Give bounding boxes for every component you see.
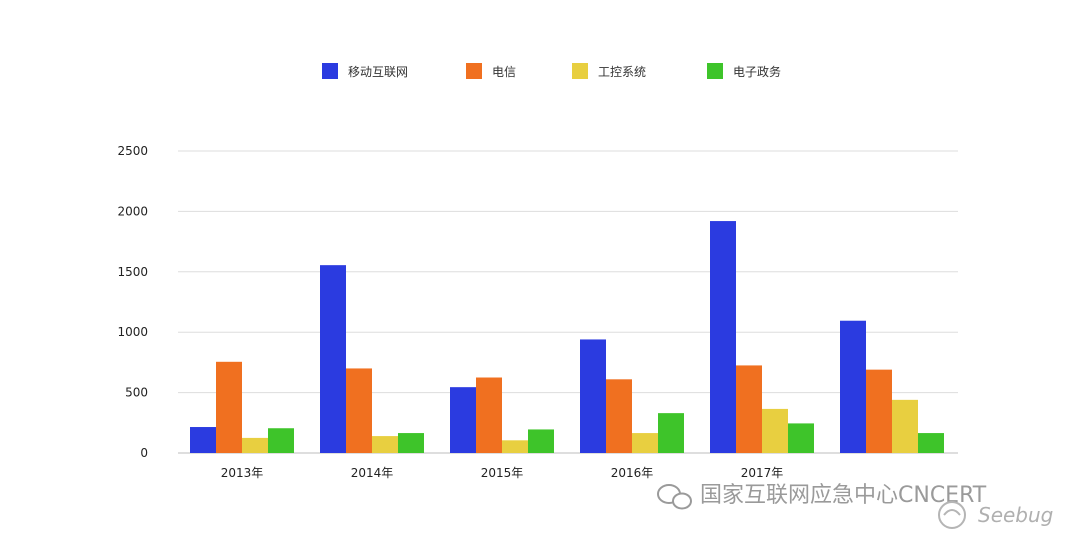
y-tick-label: 500 (125, 386, 148, 400)
bar (788, 423, 814, 453)
bar (268, 428, 294, 453)
bar (372, 436, 398, 453)
bar (736, 365, 762, 453)
bar (762, 408, 788, 453)
grid (178, 150, 958, 454)
legend-swatch (707, 63, 723, 79)
bar (580, 339, 606, 453)
watermark-text: 国家互联网应急中心CNCERT (700, 483, 987, 508)
bar (658, 413, 684, 453)
x-tick-label: 2016年 (611, 466, 654, 480)
legend-swatch (322, 63, 338, 79)
x-tick-label: 2014年 (351, 466, 394, 480)
y-tick-label: 1000 (117, 325, 148, 339)
bar (892, 399, 918, 453)
x-tick-label: 2017年 (741, 466, 784, 480)
bar (242, 437, 268, 453)
x-tick-label: 2015年 (481, 466, 524, 480)
legend-label: 电信 (492, 65, 516, 79)
legend-swatch (572, 63, 588, 79)
y-tick-label: 2500 (117, 144, 148, 158)
bar (190, 427, 216, 453)
bar (320, 265, 346, 453)
y-tick-label: 1500 (117, 265, 148, 279)
watermark-sub: Seebug (978, 503, 1053, 527)
bar (632, 433, 658, 453)
y-axis: 0 500 1000 1500 2000 2500 (117, 144, 148, 460)
x-tick-label: 2013年 (221, 466, 264, 480)
bar (398, 433, 424, 453)
bar (918, 433, 944, 453)
y-tick-label: 2000 (117, 204, 148, 218)
bar (450, 387, 476, 453)
legend-label: 电子政务 (733, 64, 781, 79)
x-axis: 2013年 2014年 2015年 2016年 2017年 (221, 466, 784, 480)
bars (190, 221, 944, 453)
y-tick-label: 0 (140, 446, 148, 460)
bar (528, 429, 554, 453)
watermark: 国家互联网应急中心CNCERT Seebug (657, 483, 1053, 529)
legend-label: 移动互联网 (348, 65, 408, 79)
legend-swatch (466, 63, 482, 79)
bar (216, 361, 242, 453)
legend-label: 工控系统 (598, 65, 646, 79)
bar (866, 369, 892, 453)
legend: 移动互联网 电信 工控系统 电子政务 (322, 63, 781, 79)
bar (476, 377, 502, 453)
bar (502, 440, 528, 453)
wechat-icon (657, 484, 692, 510)
bar (346, 368, 372, 453)
bar (710, 221, 736, 453)
seebug-logo-icon (938, 501, 966, 529)
bar (606, 379, 632, 453)
bar (840, 320, 866, 453)
